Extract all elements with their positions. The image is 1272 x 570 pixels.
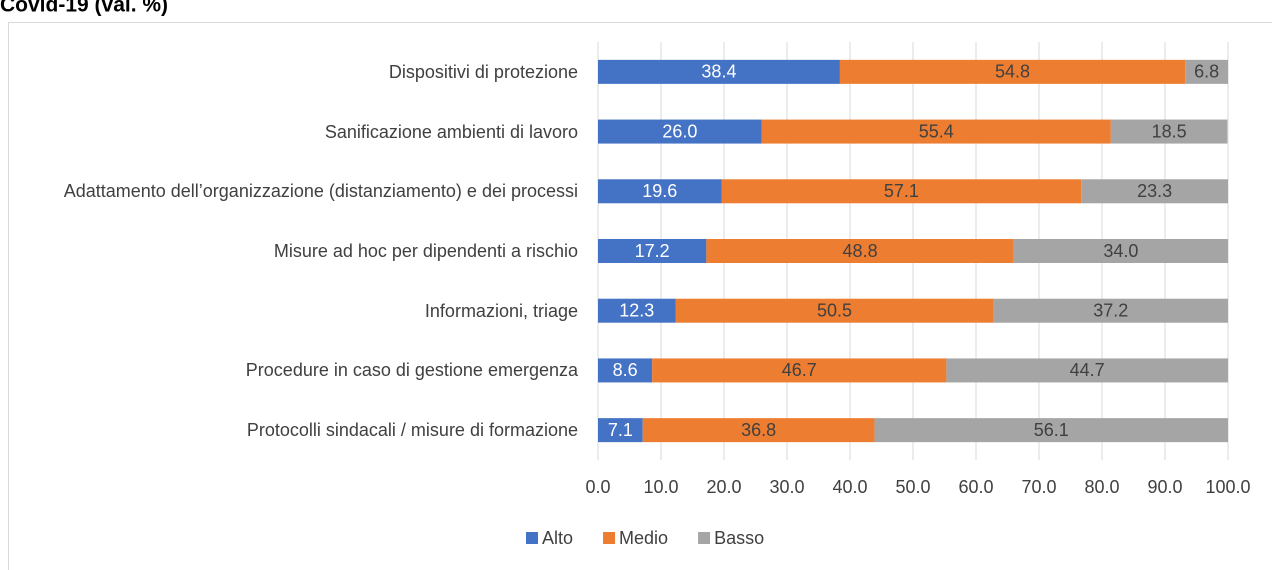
y-tick-label: Sanificazione ambienti di lavoro — [324, 121, 578, 142]
data-label: 8.6 — [613, 360, 638, 380]
chart-title: Covid-19 (val. %) — [0, 0, 168, 17]
x-tick-label: 50.0 — [895, 477, 930, 497]
bar-segment — [761, 119, 1111, 144]
legend-label: Medio — [619, 528, 668, 548]
data-label: 48.8 — [843, 241, 878, 261]
bar-segment — [874, 418, 1228, 443]
y-tick-label: Informazioni, triage — [424, 300, 578, 321]
bar-segment — [652, 358, 947, 383]
y-tick-label: Misure ad hoc per dipendenti a rischio — [273, 241, 578, 261]
x-tick-label: 0.0 — [585, 477, 610, 497]
x-tick-label: 70.0 — [1021, 477, 1056, 497]
y-tick-label: Dispositivi di protezione — [388, 61, 578, 82]
data-label: 18.5 — [1152, 121, 1187, 141]
bar-segment — [598, 179, 722, 204]
legend-swatch — [603, 532, 616, 544]
x-tick-label: 30.0 — [769, 477, 804, 497]
data-label: 19.6 — [642, 181, 677, 201]
bar-segment — [993, 298, 1228, 323]
bar-segment — [1185, 59, 1228, 84]
x-tick-label: 60.0 — [958, 477, 993, 497]
data-label: 50.5 — [817, 300, 852, 320]
data-label: 55.4 — [919, 121, 954, 141]
y-tick-label: Protocolli sindacali / misure di formazi… — [246, 420, 578, 441]
bar-segment — [721, 179, 1082, 204]
data-label: 23.3 — [1137, 181, 1172, 201]
x-tick-label: 10.0 — [643, 477, 678, 497]
data-label: 12.3 — [619, 300, 654, 320]
data-label: 57.1 — [884, 181, 919, 201]
bar-segment — [706, 239, 1014, 263]
data-label: 17.2 — [635, 241, 670, 261]
x-tick-label: 40.0 — [832, 477, 867, 497]
bar-segment — [598, 119, 762, 144]
bar-segment — [839, 59, 1186, 84]
data-label: 54.8 — [995, 62, 1030, 82]
data-label: 46.7 — [782, 360, 817, 380]
legend-swatch — [526, 532, 538, 544]
bar-segment — [1081, 179, 1228, 204]
x-tick-label: 80.0 — [1084, 477, 1119, 497]
bar-segment — [1013, 239, 1228, 263]
y-tick-label: Adattamento dell’organizzazione (distanz… — [63, 181, 578, 202]
data-label: 56.1 — [1034, 420, 1069, 440]
bar-segment — [598, 59, 840, 84]
data-label: 7.1 — [608, 420, 633, 440]
data-label: 44.7 — [1070, 360, 1105, 380]
bar-segment — [1110, 119, 1228, 144]
data-label: 38.4 — [701, 62, 736, 82]
bar-segment — [598, 298, 676, 323]
data-label: 37.2 — [1093, 300, 1128, 320]
bar-segment — [675, 298, 994, 323]
bar-segment — [598, 358, 653, 383]
x-tick-label: 90.0 — [1147, 477, 1182, 497]
x-tick-label: 100.0 — [1205, 477, 1250, 497]
bar-segment — [598, 418, 643, 443]
x-tick-label: 20.0 — [706, 477, 741, 497]
data-label: 36.8 — [741, 420, 776, 440]
bar-segment — [598, 239, 707, 263]
y-tick-label: Procedure in caso di gestione emergenza — [245, 360, 578, 381]
chart-frame — [8, 22, 1272, 570]
bar-segment — [946, 358, 1228, 383]
data-label: 34.0 — [1103, 241, 1138, 261]
data-label: 26.0 — [662, 121, 697, 141]
legend-label: Alto — [542, 528, 573, 548]
data-label: 6.8 — [1194, 62, 1219, 82]
bar-segment — [642, 418, 875, 443]
legend-label: Basso — [714, 528, 764, 548]
legend-swatch — [698, 532, 711, 544]
